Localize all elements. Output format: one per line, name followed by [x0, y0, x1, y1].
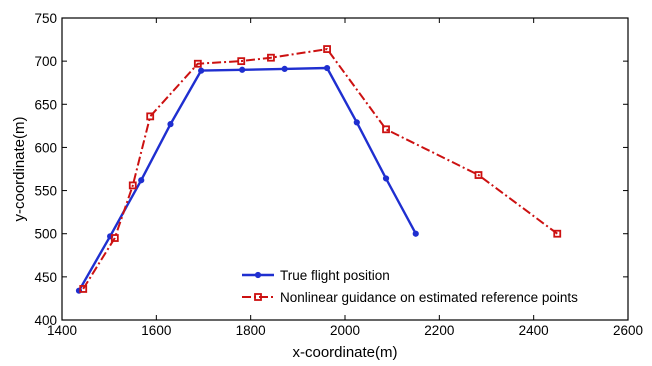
data-point — [412, 230, 419, 237]
data-point — [138, 177, 145, 184]
data-point — [474, 171, 483, 179]
legend-box — [233, 261, 614, 311]
legend-label: True flight position — [280, 268, 390, 283]
legend: True flight position Nonlinear guidance o… — [233, 261, 614, 311]
data-point — [110, 234, 119, 242]
legend-entry: Nonlinear guidance on estimated referenc… — [242, 290, 578, 305]
legend-entry: True flight position — [242, 268, 390, 283]
x-tick-label: 1600 — [141, 323, 171, 338]
legend-marker — [254, 293, 262, 301]
y-axis-title: y-coordinate(m) — [11, 116, 28, 221]
series-1 — [75, 64, 419, 294]
y-tick-label: 650 — [34, 97, 57, 112]
y-tick-label: 400 — [34, 313, 57, 328]
x-axis-title: x-coordinate(m) — [292, 344, 397, 361]
series-layer — [75, 45, 562, 294]
data-point — [553, 229, 562, 238]
y-tick-label: 450 — [34, 270, 57, 285]
series-line — [82, 48, 558, 290]
series-2 — [79, 45, 562, 293]
x-tick-label: 2600 — [613, 323, 643, 338]
legend-label: Nonlinear guidance on estimated referenc… — [280, 290, 578, 305]
data-point — [281, 65, 288, 73]
data-point — [382, 125, 390, 134]
y-tick-label: 500 — [34, 227, 57, 242]
data-point — [239, 66, 246, 73]
data-point — [198, 67, 205, 74]
data-point — [146, 112, 155, 121]
data-point — [79, 285, 88, 293]
data-point — [237, 57, 246, 66]
data-point — [382, 175, 390, 182]
y-tick-label: 550 — [34, 184, 57, 199]
axis-ticks: 1400 1600 1800 2000 2200 2400 2600 400 450 500 550… — [34, 11, 643, 338]
data-point — [323, 64, 331, 72]
data-point — [193, 59, 202, 68]
data-point — [267, 53, 275, 62]
x-tick-label: 2200 — [424, 323, 454, 338]
x-tick-label: 1400 — [47, 323, 77, 338]
x-tick-label: 2400 — [519, 323, 549, 338]
data-point — [353, 119, 360, 126]
x-tick-label: 2000 — [330, 323, 360, 338]
legend-marker — [254, 271, 262, 279]
data-point — [167, 121, 174, 128]
x-tick-label: 1800 — [236, 323, 266, 338]
y-tick-label: 600 — [34, 140, 57, 155]
y-tick-label: 700 — [34, 54, 57, 69]
data-point — [128, 181, 137, 190]
y-tick-label: 750 — [34, 11, 57, 26]
data-point — [323, 45, 331, 53]
